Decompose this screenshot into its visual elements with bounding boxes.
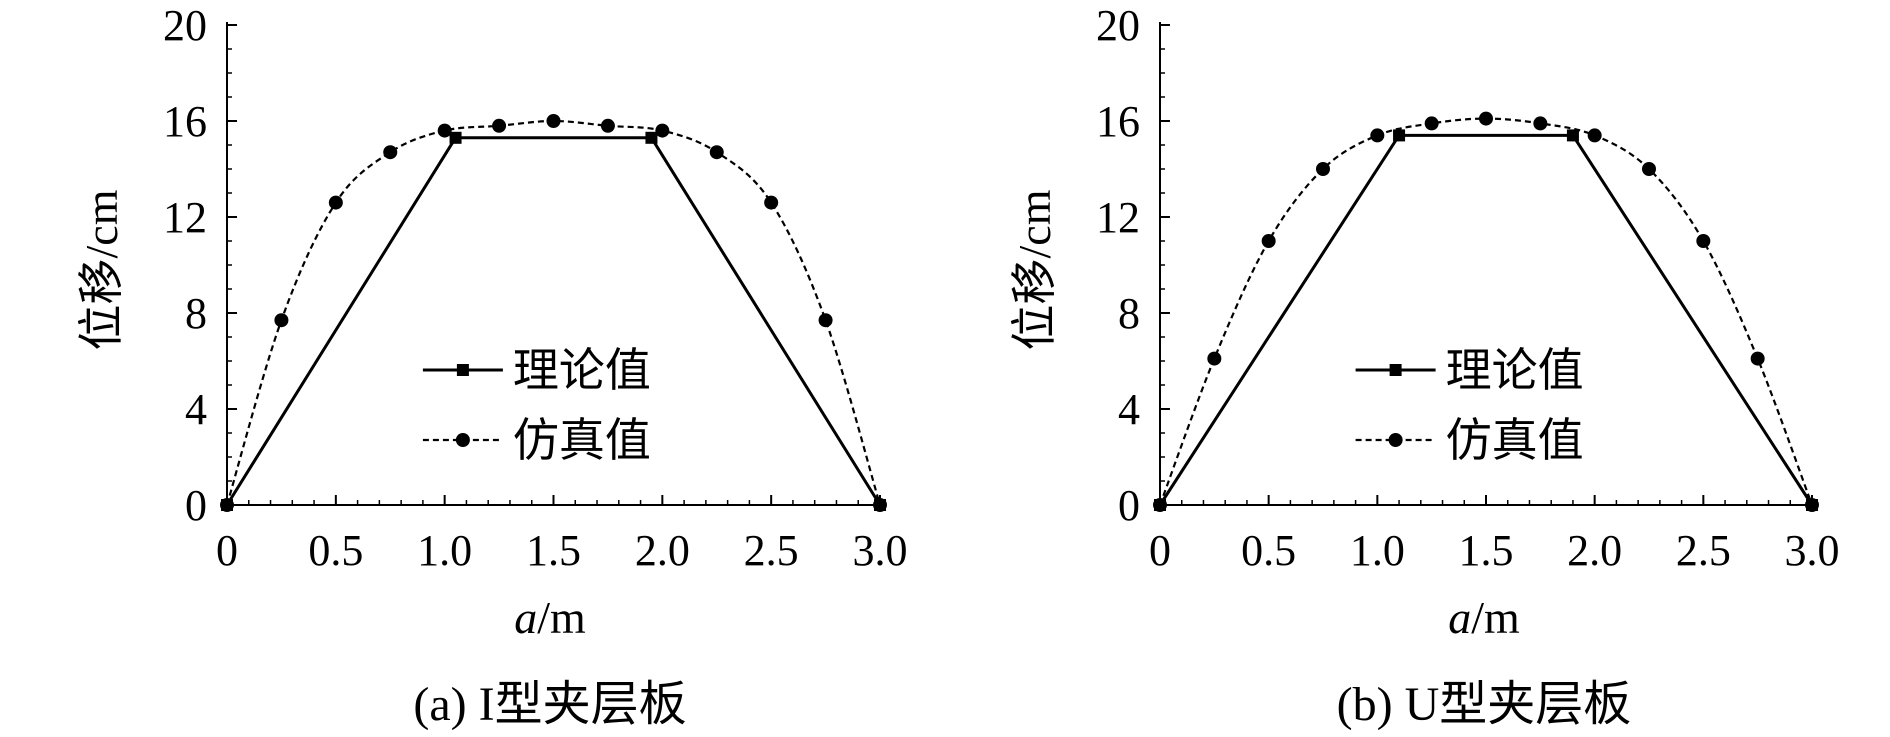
x-tick-label: 3.0 <box>1785 526 1840 575</box>
chart-panel-b: 0 4 8 12 16 20 0 0.5 1.0 1.5 2.0 2.5 3.0 位移/cm a/m (b) … <box>1009 1 1840 731</box>
legend-item: 仿真值 <box>422 415 651 466</box>
y-tick-label: 12 <box>163 193 207 242</box>
data-point-circle <box>1370 128 1385 143</box>
legend-marker-square <box>456 364 469 376</box>
y-tick-label: 20 <box>1096 1 1140 50</box>
data-point-circle <box>1750 351 1765 366</box>
x-tick-label: 3.0 <box>853 526 908 575</box>
y-tick-label: 16 <box>163 97 207 146</box>
data-point-circle <box>1479 111 1493 126</box>
x-tick-label: 0.5 <box>308 526 363 575</box>
y-tick-label: 0 <box>1118 481 1140 530</box>
x-axis-title: a/m <box>514 592 586 643</box>
data-point-circle <box>1587 128 1602 143</box>
data-point-square <box>645 131 658 144</box>
legend-marker-square <box>1389 364 1402 376</box>
x-tick-label: 2.5 <box>744 526 799 575</box>
series-line <box>225 136 882 506</box>
chart-panel-a: 0 4 8 12 16 20 0 0.5 1.0 1.5 2.0 2.5 3.0 位移/cm a/m (a) … <box>76 1 908 731</box>
y-tick-label: 8 <box>1118 289 1140 338</box>
x-axis-title-unit: /m <box>537 592 586 643</box>
data-point-circle <box>1533 116 1548 131</box>
y-tick-label: 20 <box>163 1 207 50</box>
x-axis-title: a/m <box>1448 592 1520 643</box>
x-axis-title-unit: /m <box>1471 592 1520 643</box>
data-point-circle <box>873 498 887 512</box>
x-axis-title-variable: a <box>514 592 537 643</box>
legend-item: 仿真值 <box>1355 415 1584 466</box>
y-tick-label: 4 <box>1118 385 1140 434</box>
data-point-circle <box>383 145 398 160</box>
data-point-circle <box>492 118 507 133</box>
data-point-circle <box>328 195 343 210</box>
x-tick-label: 1.0 <box>1350 526 1405 575</box>
data-point-circle <box>1696 234 1711 248</box>
y-tick-label: 4 <box>185 385 207 434</box>
y-tick-label: 16 <box>1096 97 1140 146</box>
y-tick-label: 8 <box>185 289 207 338</box>
series-simulated <box>1153 111 1819 512</box>
x-tick-label: 1.5 <box>1459 526 1514 575</box>
data-point-circle <box>1153 498 1167 512</box>
legend-label: 仿真值 <box>1446 415 1584 466</box>
data-point-circle <box>818 313 833 328</box>
data-point-square <box>1393 129 1406 142</box>
data-point-circle <box>220 498 234 512</box>
x-tick-label: 0.5 <box>1241 526 1296 575</box>
data-point-square <box>1566 129 1579 142</box>
data-point-circle <box>1261 234 1276 248</box>
y-tick-label: 12 <box>1096 193 1140 242</box>
data-point-square <box>449 131 462 144</box>
legend-marker-circle <box>455 433 470 447</box>
x-tick-label: 0 <box>216 526 238 575</box>
data-point-circle <box>1316 162 1330 176</box>
legend-item: 理论值 <box>422 345 651 396</box>
x-tick-label: 0 <box>1149 526 1171 575</box>
data-point-circle <box>1805 498 1819 512</box>
y-tick-label: 0 <box>185 481 207 530</box>
data-point-circle <box>764 195 779 210</box>
legend-label: 仿真值 <box>513 415 651 466</box>
panel-caption: (a) I型夹层板 <box>413 678 686 731</box>
x-tick-label: 1.5 <box>526 526 581 575</box>
data-point-circle <box>1642 162 1656 176</box>
panel-caption: (b) U型夹层板 <box>1337 678 1632 731</box>
x-tick-label: 2.5 <box>1676 526 1731 575</box>
x-axis-title-variable: a <box>1448 592 1471 643</box>
x-tick-label: 1.0 <box>417 526 472 575</box>
legend-label: 理论值 <box>513 345 651 396</box>
data-point-circle <box>437 123 452 138</box>
legend-label: 理论值 <box>1446 345 1584 396</box>
data-point-circle <box>1207 351 1222 366</box>
y-axis-title: 位移/cm <box>76 189 127 350</box>
data-point-circle <box>655 123 670 138</box>
data-point-circle <box>709 145 724 160</box>
legend-item: 理论值 <box>1355 345 1584 396</box>
legend-marker-circle <box>1388 433 1403 447</box>
x-tick-label: 2.0 <box>635 526 690 575</box>
data-point-circle <box>600 118 615 133</box>
data-point-circle <box>1424 116 1439 131</box>
series-simulated <box>220 114 887 512</box>
series-line <box>1158 133 1814 506</box>
x-tick-label: 2.0 <box>1567 526 1622 575</box>
data-point-circle <box>274 313 289 328</box>
data-point-circle <box>546 114 561 128</box>
y-axis-title: 位移/cm <box>1009 189 1060 350</box>
